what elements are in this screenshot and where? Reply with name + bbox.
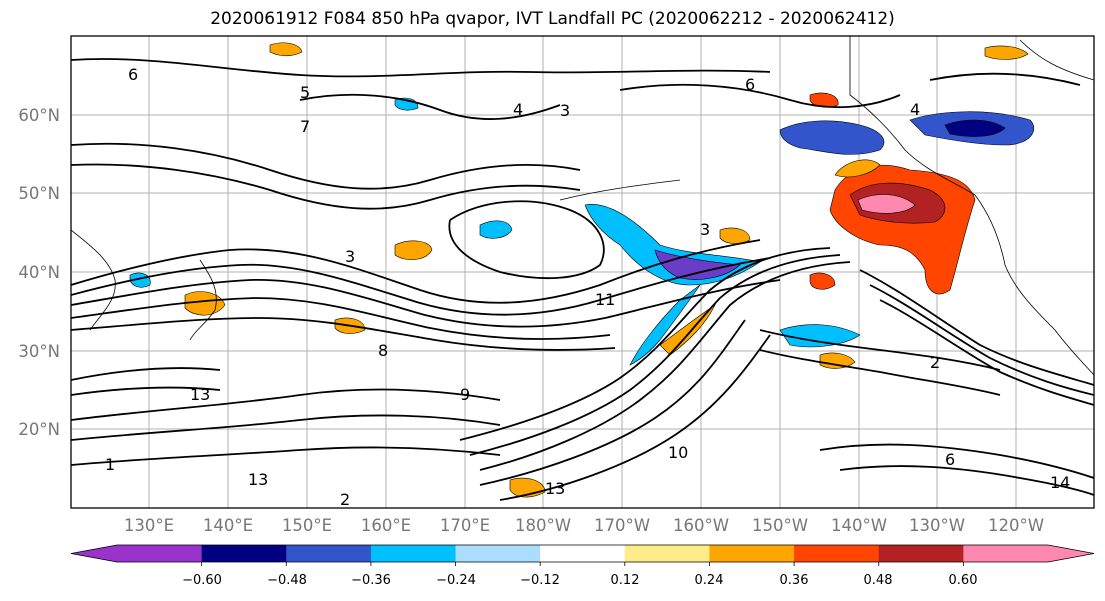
- colorbar-segment: [709, 545, 795, 562]
- colorbar-segment: [286, 545, 372, 562]
- contour-label: 8: [378, 341, 388, 360]
- colorbar-tick-label: 0.48: [864, 573, 893, 588]
- lat-label: 20°N: [18, 420, 60, 439]
- colorbar-tick-label: −0.36: [351, 573, 391, 588]
- ivt-contours: [71, 58, 1094, 501]
- contour-label: 4: [513, 100, 523, 119]
- colorbar-segment: [455, 545, 541, 562]
- lon-label: 140°W: [831, 516, 887, 535]
- lat-label: 40°N: [18, 263, 60, 282]
- filled-anomaly-regions: [129, 42, 1035, 498]
- map-frame: [70, 35, 1095, 509]
- colorbar-tick-label: 0.24: [695, 573, 724, 588]
- colorbar-extend-min: [71, 545, 117, 562]
- lon-label: 120°W: [988, 516, 1044, 535]
- colorbar-tick-label: 0.12: [611, 573, 640, 588]
- longitude-labels: 130°E 140°E 150°E 160°E 170°E 180°W 170°…: [124, 516, 1044, 535]
- lon-label: 150°W: [752, 516, 808, 535]
- lon-label: 130°W: [909, 516, 965, 535]
- colorbar-segment: [540, 545, 626, 562]
- contour-label: 3: [560, 101, 570, 120]
- contour-labels: 3 3 3 6 6 6 8 11 13 13 13 14 10 9 4 4 2 …: [105, 65, 1070, 509]
- contour-label: 11: [595, 290, 615, 309]
- colorbar-segment: [878, 545, 964, 562]
- colorbar-tick-label: −0.48: [267, 573, 307, 588]
- contour-label: 3: [345, 247, 355, 266]
- contour-label: 13: [190, 385, 210, 404]
- colorbar-tick-labels: −0.60 −0.48 −0.36 −0.24 −0.12 0.12 0.24 …: [182, 573, 977, 588]
- lon-label: 180°W: [515, 516, 571, 535]
- contour-label: 2: [930, 353, 940, 372]
- graticule: [71, 36, 1094, 508]
- contour-label: 5: [300, 83, 310, 102]
- contour-label: 3: [700, 220, 710, 239]
- lat-label: 30°N: [18, 342, 60, 361]
- coastlines: [71, 36, 1094, 376]
- colorbar-segment: [201, 545, 287, 562]
- colorbar-segment: [117, 545, 203, 562]
- chart-title: 2020061912 F084 850 hPa qvapor, IVT Land…: [210, 9, 895, 29]
- colorbar-tick-label: −0.60: [182, 573, 222, 588]
- lat-label: 50°N: [18, 184, 60, 203]
- lon-label: 140°E: [203, 516, 253, 535]
- contour-label: 13: [545, 479, 565, 498]
- colorbar-tick-label: −0.24: [436, 573, 476, 588]
- contour-label: 4: [910, 100, 920, 119]
- contour-label: 1: [105, 455, 115, 474]
- lon-label: 160°E: [361, 516, 411, 535]
- contour-label: 9: [460, 385, 470, 404]
- contour-label: 6: [128, 65, 138, 84]
- latitude-labels: 60°N 50°N 40°N 30°N 20°N: [18, 106, 60, 439]
- contour-label: 6: [745, 75, 755, 94]
- contour-label: 6: [945, 450, 955, 469]
- colorbar-segment: [624, 545, 710, 562]
- lon-label: 170°W: [594, 516, 650, 535]
- lon-label: 160°W: [673, 516, 729, 535]
- contour-label: 14: [1050, 473, 1070, 492]
- colorbar-segment: [370, 545, 457, 562]
- colorbar-tick-label: 0.36: [780, 573, 809, 588]
- contour-label: 10: [668, 443, 688, 462]
- colorbar-segment: [794, 545, 880, 562]
- colorbar-tick-label: 0.60: [949, 573, 978, 588]
- contour-label: 7: [300, 117, 310, 136]
- contour-label: 13: [248, 470, 268, 489]
- contour-label: 2: [340, 490, 350, 509]
- lat-label: 60°N: [18, 106, 60, 125]
- colorbar-outline: [70, 544, 1095, 563]
- lon-label: 150°E: [282, 516, 332, 535]
- lon-label: 130°E: [124, 516, 174, 535]
- lon-label: 170°E: [440, 516, 490, 535]
- colorbar-extend-max: [1048, 545, 1094, 562]
- colorbar-segment: [963, 545, 1049, 562]
- colorbar: [70, 544, 1095, 566]
- colorbar-tick-label: −0.12: [520, 573, 560, 588]
